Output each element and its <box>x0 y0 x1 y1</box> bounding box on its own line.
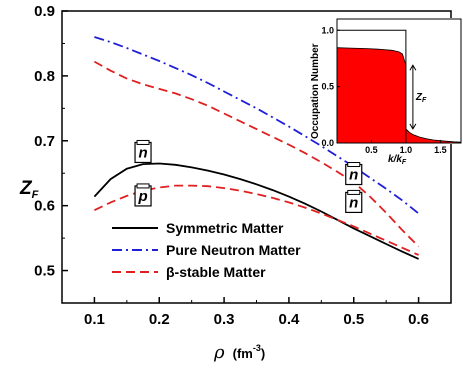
x-tick-label: 0.3 <box>214 311 235 328</box>
main-axis-ticks: 0.1 0.2 0.3 0.4 0.5 0.6 0.5 0.6 0.7 0.8 0.9 <box>34 3 452 328</box>
inset-zf-label: ZF <box>415 92 427 104</box>
legend-label-neutron: Pure Neutron Matter <box>166 242 301 258</box>
inset-zf-label-main: Z <box>415 92 423 103</box>
inset-zf-arrowhead-bottom <box>409 123 417 130</box>
inset-y-tick-label: 0.5 <box>321 82 334 92</box>
inset-y-tick-label: 1.0 <box>321 25 334 35</box>
inset-y-axis-label: Occupation Number <box>310 43 321 139</box>
inset-step-function <box>337 29 407 143</box>
x-axis-label-close: ) <box>261 346 265 361</box>
inset-axis-ticks: 0.5 1.0 1.5 0.0 0.5 1.0 <box>321 25 446 155</box>
x-tick-label: 0.1 <box>84 311 105 328</box>
inset-plot: ZF <box>336 29 462 144</box>
y-tick-label: 0.5 <box>34 263 55 280</box>
inset-x-axis-label-main: k/k <box>388 154 402 165</box>
legend-label-beta: β-stable Matter <box>166 264 266 280</box>
y-tick-label: 0.8 <box>34 68 55 85</box>
y-tick-label: 0.7 <box>34 133 55 150</box>
inset-y-tick-label: 0.0 <box>321 138 334 148</box>
annotation-label: n <box>138 144 147 161</box>
y-axis-label: ZF <box>19 178 39 201</box>
series-line-2 <box>93 60 420 248</box>
inset-x-tick-label: 0.5 <box>365 145 378 155</box>
y-axis-label-symbol: Z <box>19 178 33 199</box>
x-tick-label: 0.5 <box>343 311 364 328</box>
series-line-0 <box>93 162 419 260</box>
y-axis-label-sub: F <box>32 189 39 201</box>
x-tick-label: 0.4 <box>278 311 300 328</box>
x-axis-label-unit: (fm <box>233 346 253 361</box>
annotation-box-top <box>347 189 361 195</box>
inset-x-axis-label: k/kF <box>388 154 407 166</box>
legend: Symmetric Matter Pure Neutron Matter β-s… <box>112 220 301 280</box>
series-line-1 <box>94 36 420 215</box>
inset-occupation-area <box>336 47 462 144</box>
y-tick-label: 0.6 <box>34 198 55 215</box>
x-axis-label-symbol: ρ <box>213 342 225 363</box>
annotation-label: p <box>137 188 147 205</box>
x-tick-label: 0.6 <box>408 311 429 328</box>
annotation-label: n <box>349 167 358 184</box>
annotation-label: n <box>349 194 358 211</box>
inset-frame <box>336 18 462 144</box>
y-tick-label: 0.9 <box>34 3 55 20</box>
x-axis-label-exp: -3 <box>253 343 261 353</box>
annotation-box-top <box>136 183 150 189</box>
annotation-box-top <box>136 139 150 145</box>
inset-x-axis-label-sub: F <box>402 159 407 166</box>
inset-zf-arrowhead-top <box>409 64 417 71</box>
inset-x-tick-label: 1.0 <box>400 145 413 155</box>
legend-label-symmetric: Symmetric Matter <box>166 220 284 236</box>
inset-zf-label-sub: F <box>422 97 427 104</box>
x-tick-label: 0.2 <box>149 311 170 328</box>
x-axis-label: ρ (fm-3) <box>213 342 265 363</box>
inset-x-tick-label: 1.5 <box>434 145 447 155</box>
annotation-box-top <box>347 162 361 168</box>
